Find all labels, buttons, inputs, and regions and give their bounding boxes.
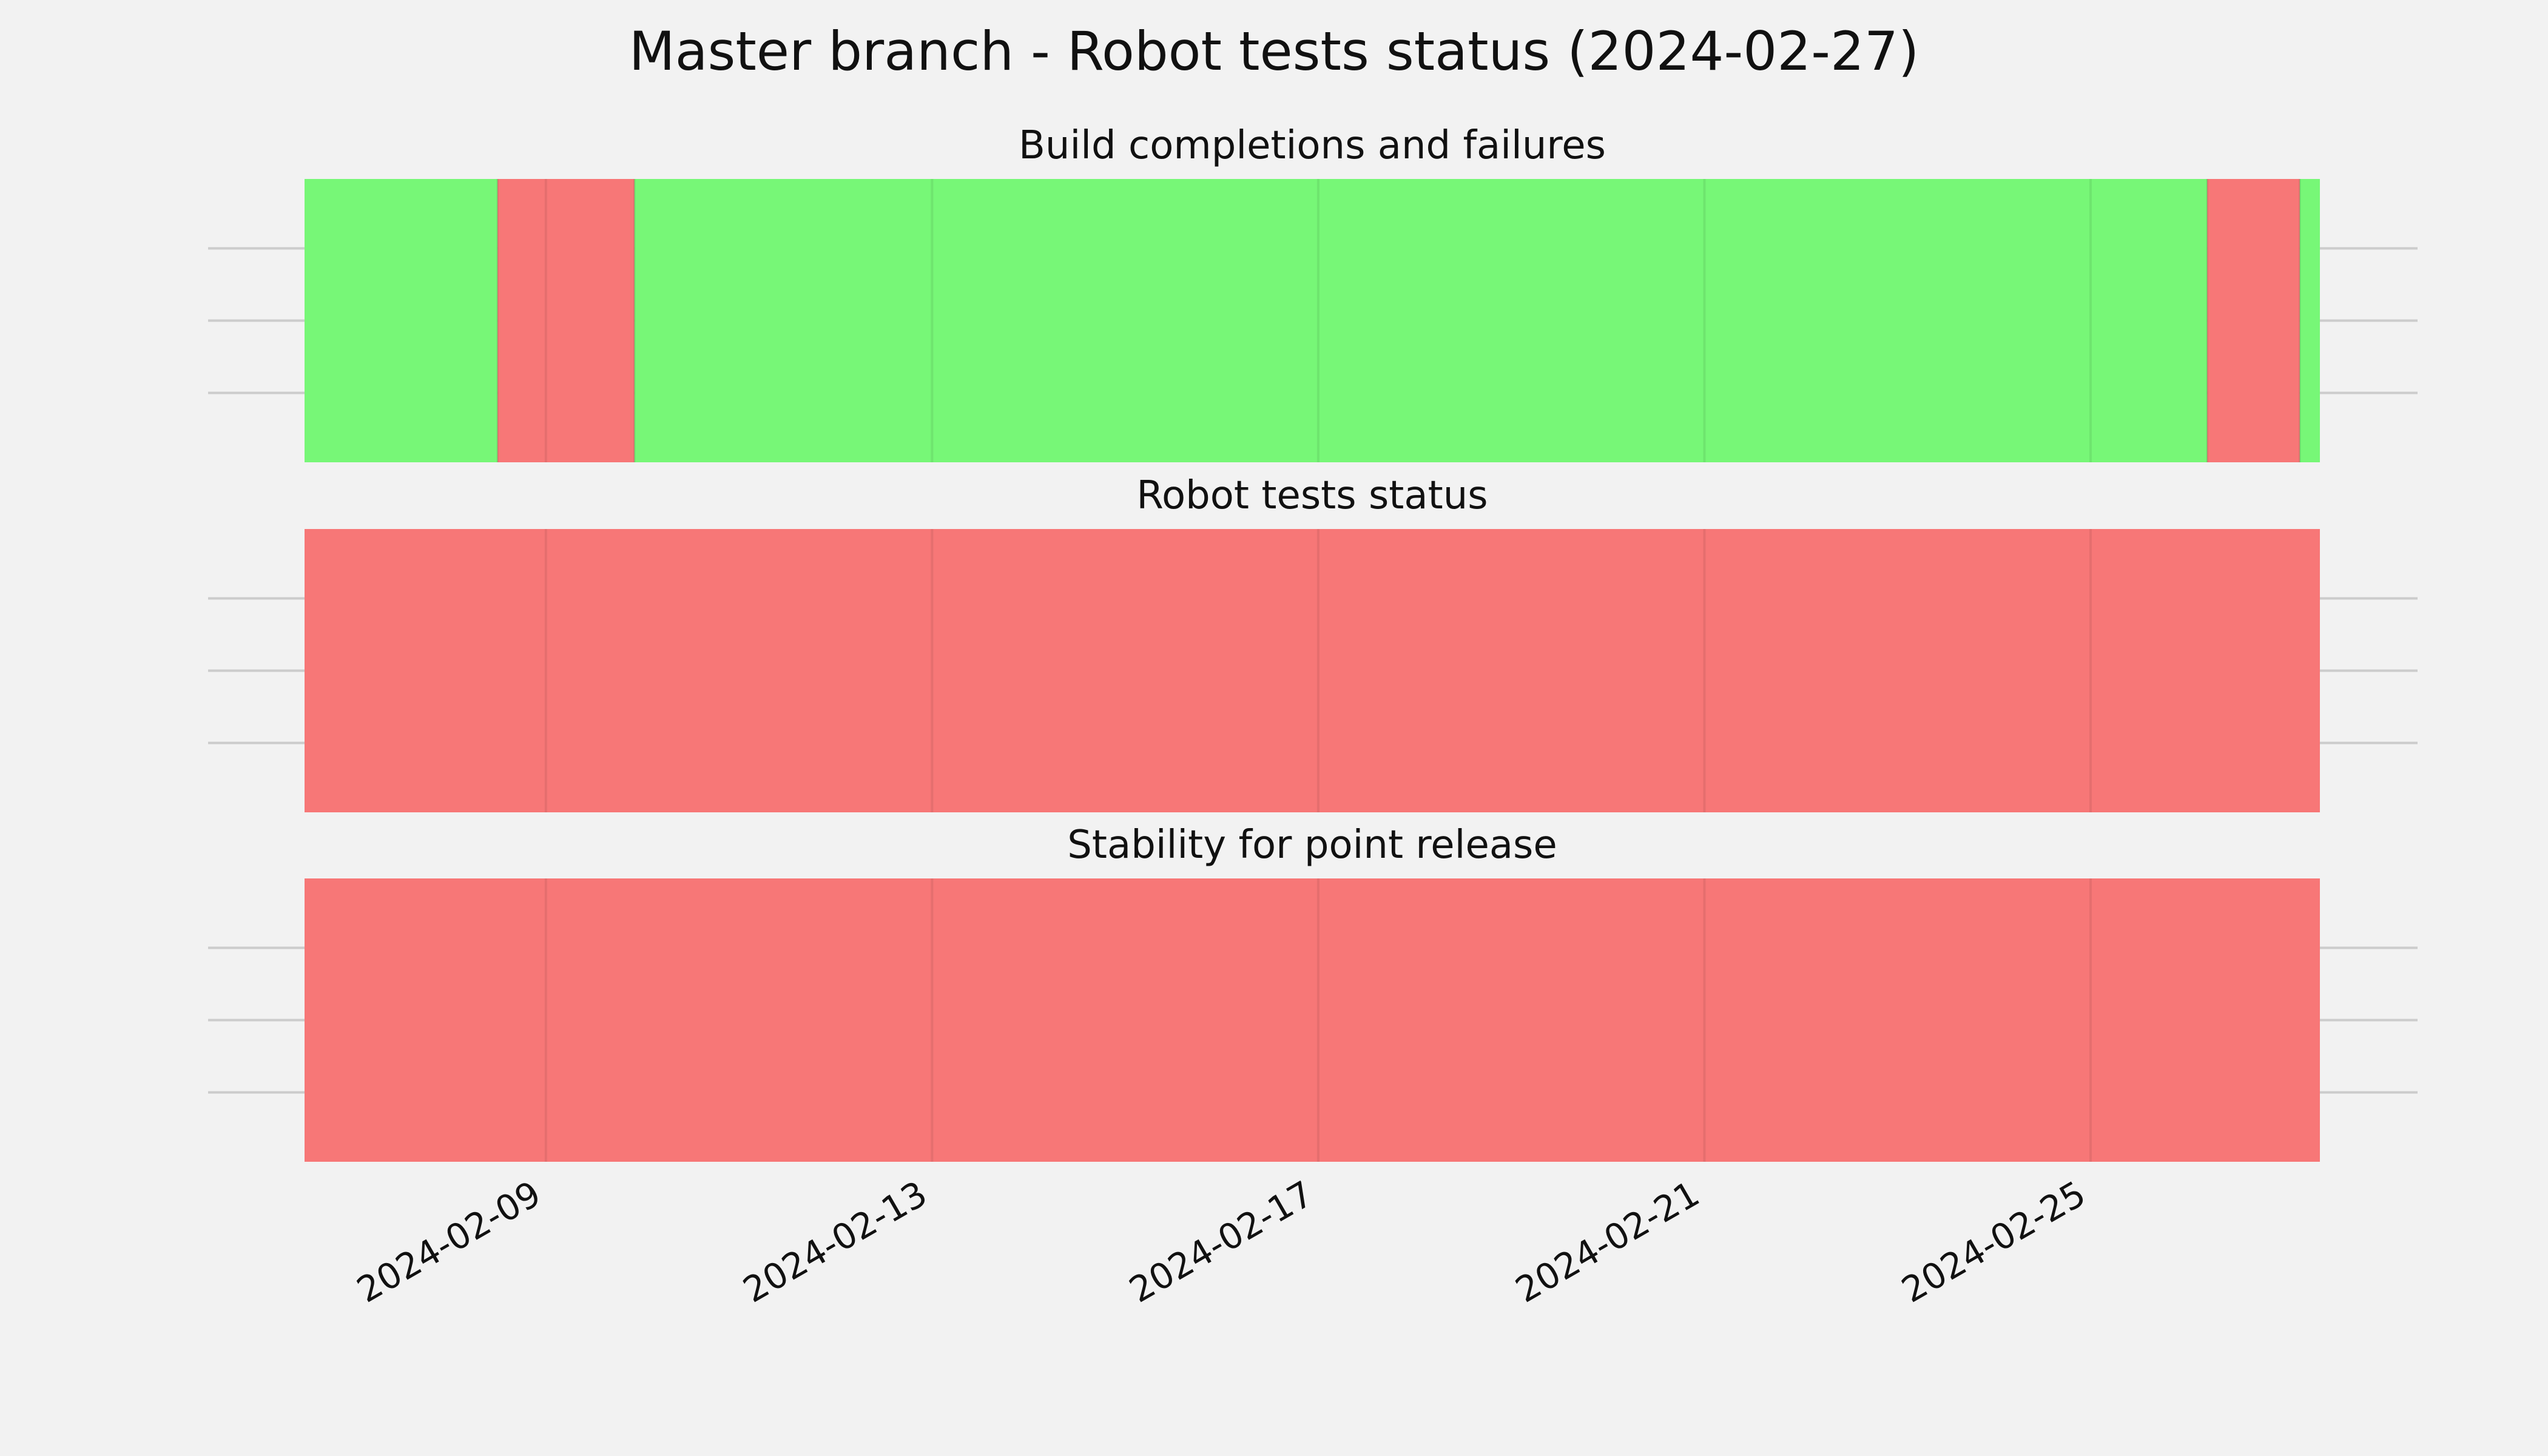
segment-fail (305, 878, 2320, 1162)
x-tick-label: 2024-02-17 (1122, 1173, 1320, 1310)
segment-fail (305, 529, 2320, 812)
panels: Build completions and failures Robot test… (208, 123, 2418, 1162)
x-tick-label: 2024-02-09 (350, 1173, 548, 1310)
x-tick-label: 2024-02-21 (1509, 1173, 1707, 1310)
segment-fail (497, 179, 635, 462)
panel-title: Stability for point release (1067, 823, 1557, 868)
segment-fail (2207, 179, 2300, 462)
panel-title: Robot tests status (1136, 473, 1488, 518)
panel-1: Build completions and failures (208, 123, 2418, 462)
panel-3: Stability for point release (208, 823, 2418, 1162)
chart-title: Master branch - Robot tests status (2024… (629, 20, 1919, 83)
segment-pass (2299, 179, 2320, 462)
x-tick-label: 2024-02-13 (736, 1173, 934, 1310)
segment-pass (305, 179, 498, 462)
x-axis-ticks: 2024-02-09 2024-02-13 2024-02-17 2024-02-21… (350, 1173, 2092, 1310)
segment-pass (634, 179, 2208, 462)
x-tick-label: 2024-02-25 (1895, 1173, 2092, 1310)
panel-title: Build completions and failures (1019, 123, 1606, 168)
panel-2: Robot tests status (208, 473, 2418, 812)
